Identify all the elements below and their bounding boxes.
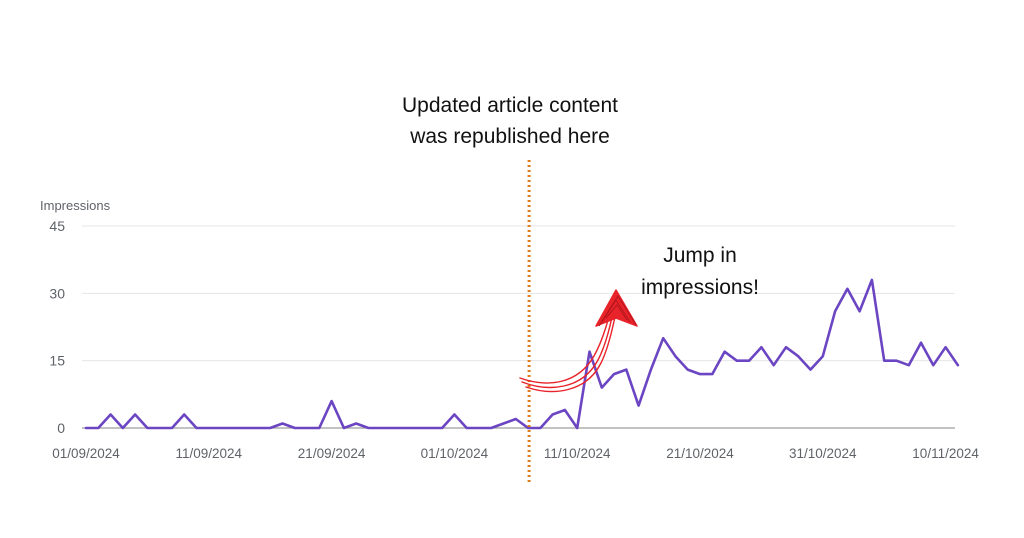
impressions-series-line (84, 278, 960, 430)
jump-arrow-scribble (598, 295, 637, 327)
y-tick-label: 0 (57, 420, 65, 436)
gridlines (82, 225, 955, 429)
republish-annotation: Updated article content was republished … (330, 90, 690, 152)
jump-arrow-stroke (525, 297, 620, 393)
x-tick-label: 11/10/2024 (544, 446, 611, 461)
jump-arrow-scribble (605, 304, 628, 321)
x-tick-label: 11/09/2024 (176, 446, 243, 461)
series-layer (84, 278, 960, 430)
x-tick-label: 01/10/2024 (421, 446, 489, 461)
x-tick-label: 21/09/2024 (298, 446, 366, 461)
y-tick-label: 15 (49, 353, 65, 369)
x-tick-label: 21/10/2024 (666, 446, 734, 461)
jump-annotation-line-1: Jump in (663, 244, 737, 267)
jump-arrow-layer (519, 289, 638, 393)
republish-annotation-line-2: was republished here (410, 125, 610, 148)
x-tick-label: 01/09/2024 (52, 446, 120, 461)
y-tick-label: 30 (49, 285, 65, 301)
x-tick-label: 10/11/2024 (912, 446, 979, 461)
y-tick-label: 45 (49, 218, 65, 234)
x-tick-label: 31/10/2024 (789, 446, 857, 461)
republish-annotation-line-1: Updated article content (402, 94, 618, 117)
y-axis-ticks: 45 30 15 0 (49, 218, 65, 436)
jump-arrow-stroke (519, 293, 615, 384)
jump-arrow-stroke (521, 295, 617, 389)
jump-annotation-line-2: impressions! (641, 276, 759, 299)
y-axis-label: Impressions (40, 198, 111, 213)
x-axis-ticks: 01/09/2024 11/09/2024 21/09/2024 01/10/2024… (52, 446, 979, 461)
jump-annotation: Jump in impressions! (600, 240, 800, 304)
